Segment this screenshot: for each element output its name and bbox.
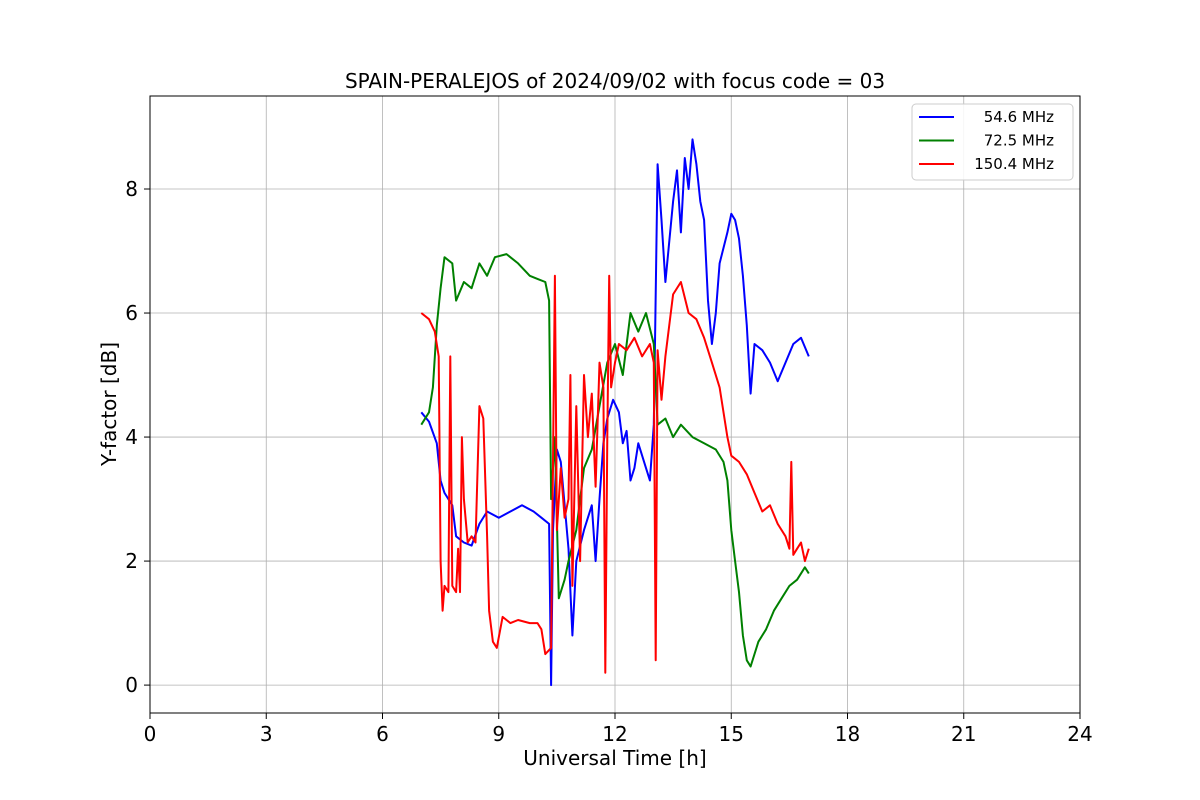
x-tick-label: 0 — [144, 722, 157, 746]
x-tick-label: 24 — [1067, 722, 1092, 746]
x-tick-label: 9 — [492, 722, 505, 746]
x-axis-label: Universal Time [h] — [523, 746, 706, 770]
series-line-150-4-mhz — [420, 274, 810, 674]
series-lines — [420, 138, 810, 687]
chart-title: SPAIN-PERALEJOS of 2024/09/02 with focus… — [345, 69, 885, 93]
x-tick-label: 3 — [260, 722, 273, 746]
y-tick-label: 8 — [125, 177, 138, 201]
x-tick-label: 18 — [835, 722, 860, 746]
x-tick-label: 15 — [719, 722, 744, 746]
legend-label: 72.5 MHz — [984, 132, 1054, 150]
y-tick-label: 6 — [125, 301, 138, 325]
legend: 54.6 MHz 72.5 MHz 150.4 MHz — [911, 103, 1074, 181]
y-tick-label: 0 — [125, 673, 138, 697]
y-axis-label: Y-factor [dB] — [97, 342, 121, 467]
legend-label: 150.4 MHz — [974, 155, 1054, 173]
x-tick-label: 12 — [602, 722, 627, 746]
x-tick-label: 6 — [376, 722, 389, 746]
x-tick-label: 21 — [951, 722, 976, 746]
legend-box — [911, 103, 1074, 181]
series-line-54-6-mhz — [420, 138, 810, 687]
legend-label: 54.6 MHz — [984, 108, 1054, 126]
y-tick-label: 2 — [125, 549, 138, 573]
y-tick-label: 4 — [125, 425, 138, 449]
